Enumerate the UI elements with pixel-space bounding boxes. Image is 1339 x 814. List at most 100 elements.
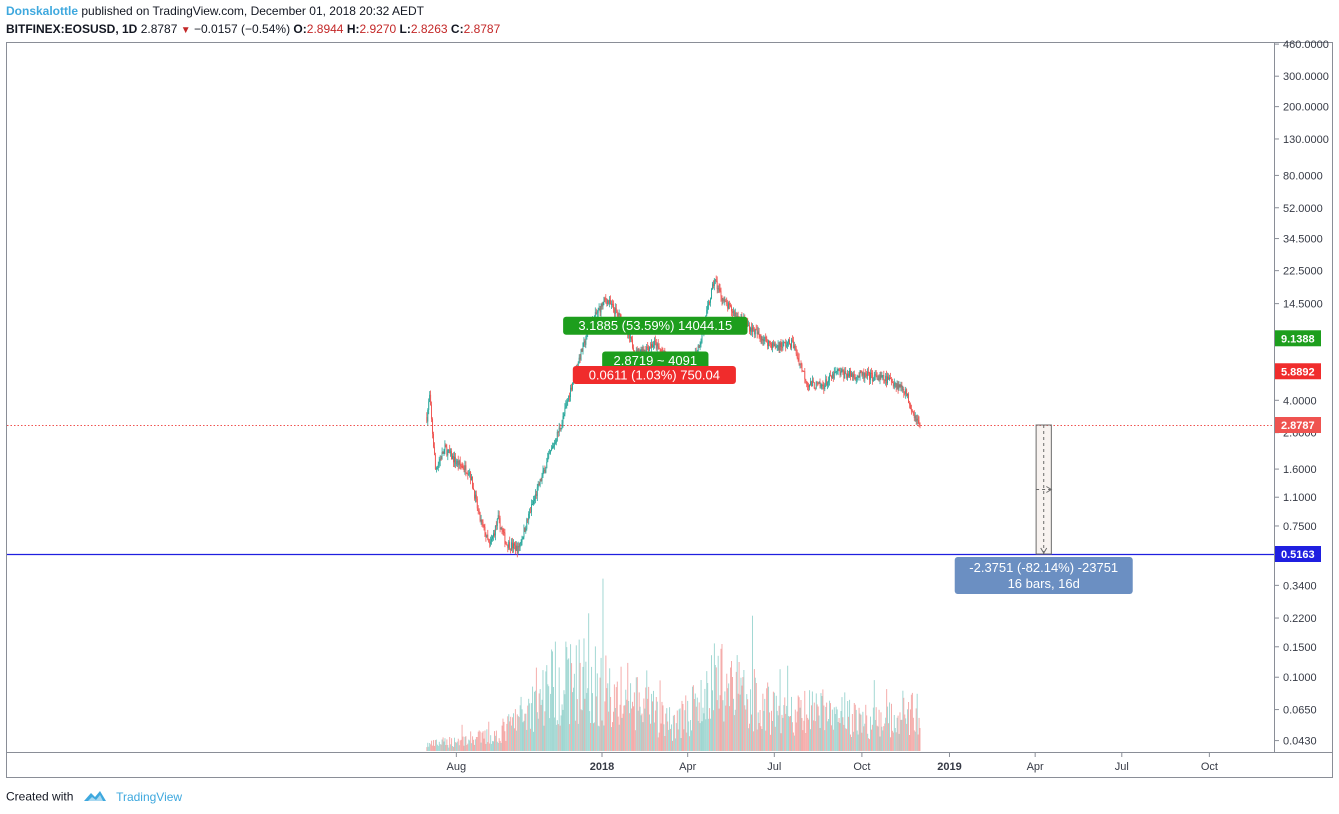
volume-bar (633, 706, 634, 751)
candle-body (647, 346, 649, 348)
annotations: 3.1885 (53.59%) 14044.15 2.8719 ~ 40910.0… (563, 316, 748, 385)
volume-bar (834, 714, 836, 751)
tradingview-logo-icon[interactable] (83, 789, 107, 806)
volume-bar (457, 738, 459, 751)
candle-body (613, 309, 615, 314)
volume-bar (488, 721, 490, 751)
price-axis[interactable]: 460.0000 300.0000 200.0000 130.0000 80.0000 5… (1274, 39, 1329, 748)
candle-body (750, 327, 751, 332)
time-axis[interactable]: Aug 2018 Apr Jul Oct 2019 Apr Jul Oct (447, 752, 1218, 773)
annotation-text: 2.8719 ~ 4091 (614, 353, 698, 368)
candle-body (781, 346, 783, 348)
volume-bar (825, 706, 827, 751)
candle-body (711, 289, 712, 299)
volume-bar (637, 710, 639, 751)
volume-bar (708, 718, 710, 751)
volume-bar (732, 677, 733, 751)
y-tick-label: 52.0000 (1283, 203, 1323, 215)
price-tag: 5.8892 (1275, 363, 1321, 380)
candle-body (818, 381, 820, 384)
candle-body (882, 375, 884, 377)
volume-bar (625, 689, 627, 751)
volume-bar (480, 742, 482, 751)
y-tick-label: 22.5000 (1283, 266, 1323, 278)
candle-body (774, 343, 776, 348)
volume-bar (675, 723, 677, 751)
candle-body (829, 375, 830, 381)
volume-bar (487, 742, 489, 751)
candle-body (512, 542, 513, 549)
volume-bar (743, 670, 745, 751)
volume-bar (766, 688, 768, 751)
candle-body (864, 373, 866, 379)
author-link[interactable]: Donskalottle (6, 4, 79, 18)
candle-body (582, 343, 584, 352)
candle-body (653, 345, 654, 347)
candle-body (547, 457, 549, 462)
candle-body (798, 358, 800, 365)
price-tag-label: 9.1388 (1281, 333, 1315, 345)
volume-bar (871, 729, 872, 751)
volume-bar (476, 737, 478, 751)
volume-bar (715, 667, 717, 751)
candle-body (759, 334, 761, 337)
volume-bar (726, 673, 728, 751)
candle-body (722, 299, 724, 301)
candle-body (710, 298, 711, 303)
volume-bar (653, 722, 655, 751)
volume-bar (569, 724, 571, 751)
volume-bar (710, 718, 712, 751)
volume-bar (528, 698, 530, 751)
candle-body (732, 311, 733, 313)
annotation-bg (563, 316, 748, 335)
candle-body (457, 460, 459, 466)
candle-body (803, 371, 805, 372)
candle-body (619, 313, 621, 315)
candle-body (858, 375, 860, 378)
y-tick-label: 0.1500 (1283, 642, 1317, 654)
candle-body (896, 383, 898, 388)
candle-body (909, 403, 910, 405)
candle-body (653, 340, 655, 346)
y-tick-label: 0.3400 (1283, 580, 1317, 592)
volume-bar (567, 659, 569, 751)
candle-body (506, 543, 508, 545)
tradingview-link[interactable]: TradingView (116, 789, 183, 804)
volume-bar (440, 744, 442, 751)
y-tick-label: 0.7500 (1283, 521, 1317, 533)
volume-bar (801, 718, 803, 751)
candle-body (541, 475, 543, 482)
volume-bar (721, 644, 723, 751)
candle-body (914, 415, 916, 419)
candle-body (843, 372, 845, 378)
volume-bar (790, 716, 791, 751)
volume-bar (607, 683, 609, 751)
candle-body (491, 538, 492, 542)
x-tick-label: 2019 (937, 761, 961, 773)
volume-bar (788, 716, 790, 751)
volume-bar (534, 691, 535, 751)
volume-bar (798, 697, 800, 751)
volume-bar (901, 719, 903, 751)
candle-body (866, 373, 868, 377)
candle-body (551, 448, 552, 451)
volume-bar (761, 729, 763, 751)
volume-bar (903, 697, 905, 751)
volume-bar (673, 714, 675, 751)
volume-bar (917, 734, 919, 751)
volume-bar (823, 705, 825, 751)
candle-body (820, 385, 822, 387)
volume-bar (902, 690, 904, 751)
volume-bar (587, 688, 589, 751)
candle-body (440, 458, 442, 460)
volume-bar (852, 731, 854, 751)
candle-body (772, 342, 774, 346)
volume-bar (490, 735, 492, 751)
candle-body (811, 381, 812, 387)
candle-body (838, 369, 840, 371)
candle-body (789, 339, 790, 345)
volume-bar (482, 731, 484, 751)
volume-bar (791, 722, 793, 751)
